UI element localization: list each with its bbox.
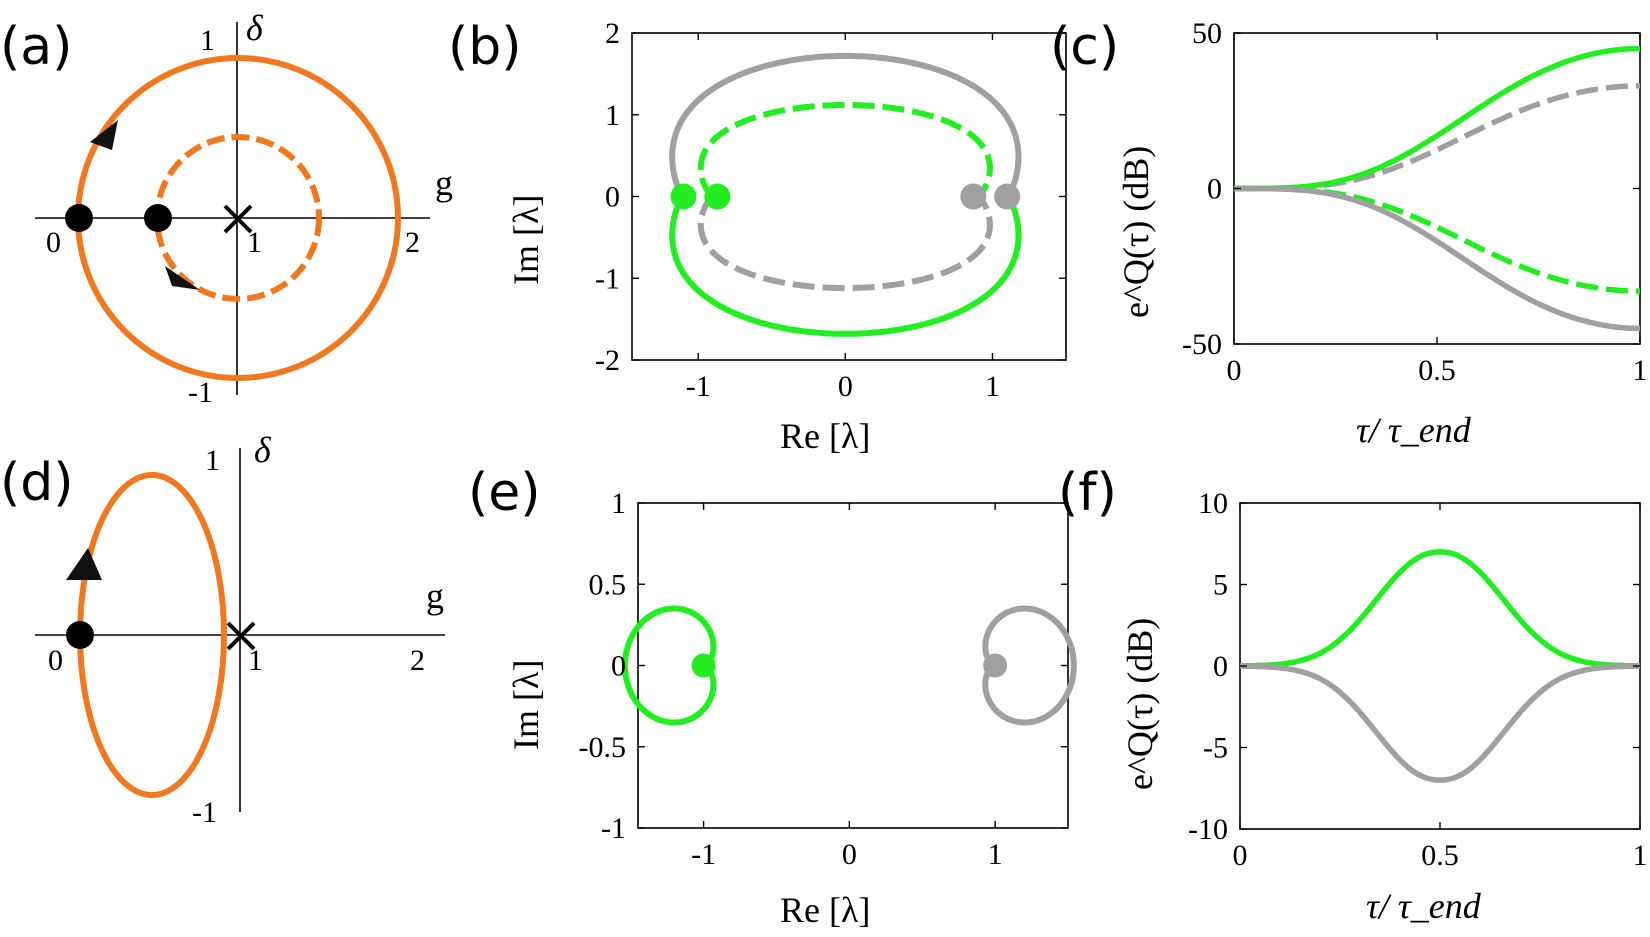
b-ylabel: Im [λ] [506,195,546,285]
panel-e: -1 0 1 1 0.5 0 -0.5 -1 Re [λ] Im [λ] [506,487,1077,930]
x-tick-label: 1 [988,838,1003,871]
y-tick-label: -1 [595,262,620,295]
a-xtick-0: 0 [46,226,61,259]
b-gray-point [994,183,1021,210]
y-tick-label: -50 [1182,328,1222,361]
c-gray-solid-curve [1234,185,1640,332]
a-ylabel: δ [246,8,264,48]
d-ytick-1: 1 [205,444,220,477]
b-xlabel: Re [λ] [780,416,870,456]
y-tick-label: 50 [1192,17,1222,50]
e-xlabel: Re [λ] [780,890,870,930]
f-xlabel: τ/ τ_end [1366,886,1482,926]
a-arrow-outer [90,120,118,150]
y-tick-label: -2 [595,344,620,377]
b-ticks: -1 0 1 2 1 0 -1 -2 [595,17,1066,403]
x-tick-label: 1 [985,370,1000,403]
d-xtick-0: 0 [48,644,63,677]
x-tick-label: 0.5 [1421,839,1459,872]
y-tick-label: 1 [611,487,626,520]
e-ticks: -1 0 1 1 0.5 0 -0.5 -1 [579,487,1068,871]
y-tick-label: 1 [605,99,620,132]
d-dot-origin [66,621,94,649]
panel-letter-c: (c) [1050,17,1119,77]
b-gray-upper-curve [669,52,1022,199]
a-dot-inner [144,204,172,232]
y-tick-label: 0 [1207,173,1222,206]
f-ylabel: e^Q(τ) (dB) [1120,618,1160,790]
y-tick-label: -1 [601,812,626,845]
b-green-upper-curve [697,101,993,199]
panel-letter-b: (b) [448,17,522,77]
e-ylabel: Im [λ] [506,660,546,750]
x-tick-label: 1 [1633,354,1648,387]
panel-f: 0 0.5 1 10 5 0 -5 -10 τ/ τ_end e^Q(τ) (dB) [1120,487,1648,926]
a-dot-origin [65,204,93,232]
e-gray-cardioid [982,605,1077,726]
f-ticks: 0 0.5 1 10 5 0 -5 -10 [1188,487,1648,872]
e-green-cardioid [621,605,717,726]
b-gray-point [960,183,987,210]
c-xlabel: τ/ τ_end [1356,410,1472,450]
a-ytick-1: 1 [200,24,215,57]
y-tick-label: -5 [1203,732,1228,765]
x-tick-label: 0 [1233,839,1248,872]
a-xlabel: g [435,163,453,203]
panel-b: -1 0 1 2 1 0 -1 -2 Re [λ] Im [λ] [506,17,1067,456]
x-tick-label: 0 [1227,354,1242,387]
b-green-point [670,183,697,210]
a-arrow-inner [165,266,200,290]
y-tick-label: 0 [1213,650,1228,683]
a-xtick-1: 1 [247,226,262,259]
f-green-curve [1239,549,1641,669]
panel-a: 0 1 2 1 -1 δ g [35,8,453,409]
panel-letter-e: (e) [468,463,541,523]
c-ylabel: e^Q(τ) (dB) [1116,146,1156,318]
y-tick-label: 10 [1198,487,1228,520]
panel-letter-d: (d) [0,453,74,513]
d-cross-marker [226,621,256,651]
y-tick-label: 0 [605,181,620,214]
f-gray-curve [1239,663,1641,783]
panel-letter-f: (f) [1058,463,1117,523]
b-green-point [704,183,731,210]
d-ytick-m1: -1 [192,796,217,829]
e-green-point [691,653,716,678]
x-tick-label: -1 [691,838,716,871]
d-xlabel: g [426,576,444,616]
panel-letter-a: (a) [0,17,72,77]
a-ytick-m1: -1 [188,376,213,409]
x-tick-label: 0 [838,370,853,403]
b-gray-lower-curve [697,194,993,292]
a-xtick-2: 2 [405,226,420,259]
a-cross-marker [223,204,253,234]
x-tick-label: 1 [1633,839,1648,872]
y-tick-label: 2 [605,17,620,50]
d-xtick-1: 1 [248,644,263,677]
d-xtick-2: 2 [410,644,425,677]
e-curves [621,605,1077,726]
x-tick-label: 0 [842,838,857,871]
panel-d: 0 1 2 1 -1 δ g [35,430,445,829]
y-tick-label: -0.5 [579,731,627,764]
e-gray-point [983,653,1008,678]
y-tick-label: 0.5 [589,568,627,601]
f-curves [1239,549,1641,783]
b-curves [669,52,1022,337]
y-tick-label: 5 [1213,569,1228,602]
c-curves [1234,45,1640,332]
b-green-lower-curve [669,194,1022,337]
y-tick-label: 0 [611,650,626,683]
d-ylabel: δ [254,430,272,470]
y-tick-label: -10 [1188,813,1228,846]
d-arrow [66,548,102,580]
x-tick-label: -1 [686,370,711,403]
x-tick-label: 0.5 [1418,354,1456,387]
c-green-solid-curve [1234,45,1640,192]
